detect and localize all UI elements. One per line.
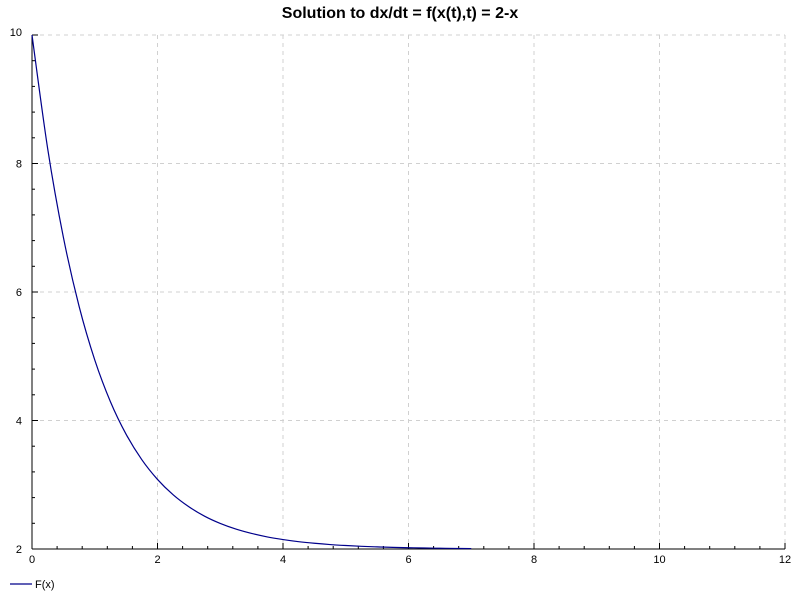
x-tick-label-8: 8 [531, 554, 537, 566]
x-tick-label-2: 2 [154, 554, 160, 566]
x-tick-label-6: 6 [405, 554, 411, 566]
x-tick-label-10: 10 [653, 554, 665, 566]
series-lines [31, 34, 472, 550]
chart-title: Solution to dx/dt = f(x(t),t) = 2-x [282, 5, 519, 22]
y-tick-label-6: 6 [16, 287, 22, 299]
y-tick-label-4: 4 [16, 416, 22, 428]
y-tick-label-2: 2 [16, 544, 22, 556]
grid-lines [32, 34, 786, 549]
x-tick-label-12: 12 [779, 554, 791, 566]
x-tick-label-0: 0 [29, 554, 35, 566]
legend: F(x) [10, 579, 55, 591]
legend-label-f-x: F(x) [35, 579, 55, 591]
series-line-0 [31, 34, 472, 550]
y-tick-label-8: 8 [16, 159, 22, 171]
x-tick-label-4: 4 [280, 554, 286, 566]
y-tick-label-10: 10 [10, 27, 22, 39]
